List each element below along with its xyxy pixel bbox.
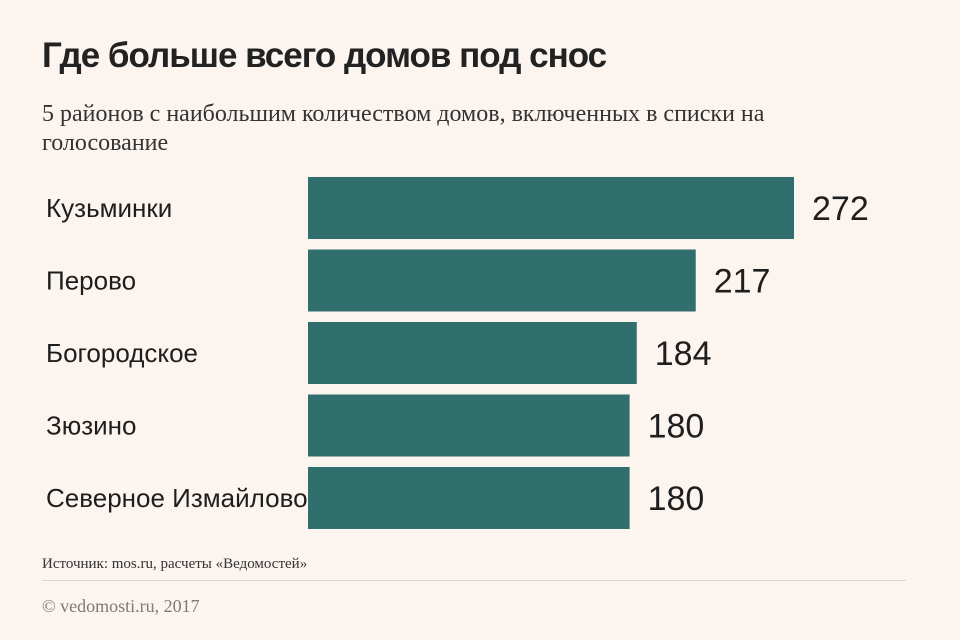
- category-label: Кузьминки: [46, 193, 172, 223]
- footer-divider: [42, 580, 906, 581]
- category-label: Зюзино: [46, 411, 136, 441]
- value-label: 180: [648, 480, 705, 518]
- bar: [308, 394, 630, 457]
- bar: [308, 249, 696, 312]
- value-label: 184: [655, 335, 712, 373]
- category-label: Перово: [46, 266, 136, 296]
- bar: [308, 467, 630, 529]
- bar: [308, 322, 637, 384]
- category-label: Северное Измайлово: [46, 483, 308, 513]
- value-label: 272: [812, 190, 869, 228]
- value-label: 180: [648, 408, 705, 446]
- bar: [308, 177, 794, 239]
- bar-chart: Кузьминки 272 Перово 217 Богородское 184 Зюзин…: [46, 177, 869, 529]
- chart-title: Где больше всего домов под снос: [42, 36, 607, 75]
- copyright-note: © vedomosti.ru, 2017: [42, 596, 200, 616]
- value-label: 217: [714, 263, 771, 301]
- source-note: Источник: mos.ru, расчеты «Ведомостей»: [42, 556, 308, 572]
- chart-subtitle: 5 районов с наибольшим количеством домов…: [42, 101, 765, 156]
- category-label: Богородское: [46, 338, 198, 368]
